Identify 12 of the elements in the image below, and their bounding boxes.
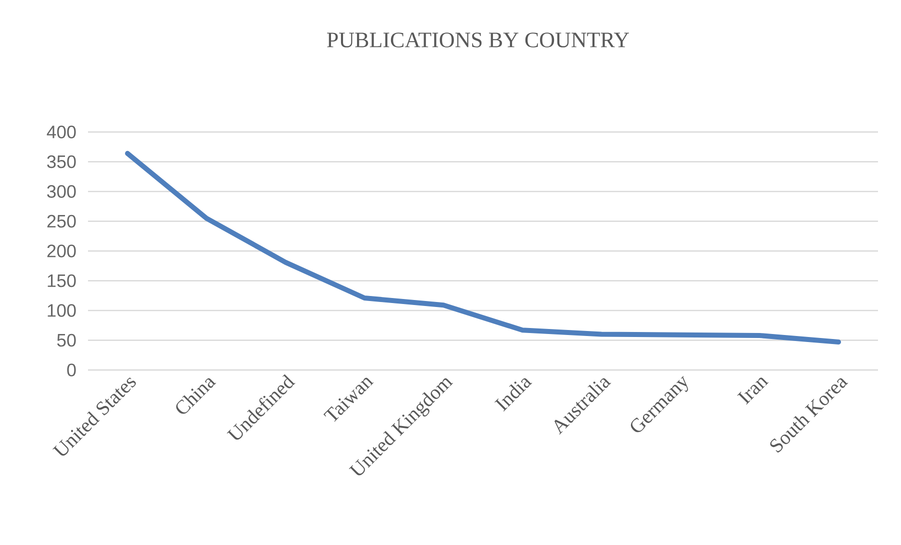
y-tick-label: 300 bbox=[47, 185, 76, 198]
y-tick-label: 100 bbox=[48, 304, 76, 317]
chart-title: PUBLICATIONS BY COUNTRY bbox=[327, 32, 629, 48]
y-tick-label: 350 bbox=[47, 155, 76, 168]
y-tick-label: 50 bbox=[57, 334, 76, 347]
y-tick-label: 150 bbox=[48, 274, 76, 288]
x-tick-label: Iran bbox=[737, 378, 769, 405]
y-tick-label: 200 bbox=[47, 244, 76, 258]
y-tick-label: 0 bbox=[67, 364, 76, 376]
x-tick-label: India bbox=[494, 378, 532, 412]
y-tick-label: 400 bbox=[46, 126, 76, 138]
y-tick-label: 250 bbox=[47, 214, 76, 228]
